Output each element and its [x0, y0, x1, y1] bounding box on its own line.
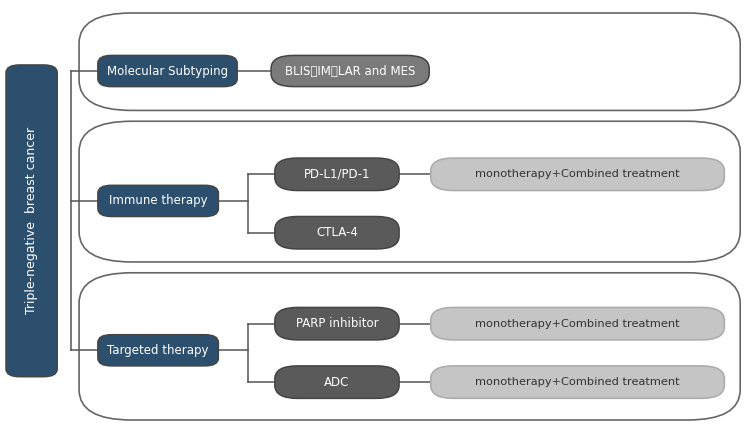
FancyBboxPatch shape [275, 158, 399, 191]
Text: Triple-negative  breast cancer: Triple-negative breast cancer [25, 127, 38, 314]
Text: monotherapy+Combined treatment: monotherapy+Combined treatment [475, 319, 680, 329]
FancyBboxPatch shape [271, 55, 429, 87]
FancyBboxPatch shape [431, 158, 724, 191]
FancyBboxPatch shape [98, 55, 237, 87]
FancyBboxPatch shape [275, 216, 399, 249]
FancyBboxPatch shape [79, 121, 740, 262]
Text: ADC: ADC [325, 375, 349, 389]
Text: Targeted therapy: Targeted therapy [108, 344, 209, 357]
Text: PARP inhibitor: PARP inhibitor [296, 317, 378, 330]
FancyBboxPatch shape [431, 307, 724, 340]
FancyBboxPatch shape [275, 307, 399, 340]
Text: monotherapy+Combined treatment: monotherapy+Combined treatment [475, 169, 680, 179]
FancyBboxPatch shape [6, 65, 57, 377]
Text: BLIS、IM、LAR and MES: BLIS、IM、LAR and MES [285, 65, 416, 78]
FancyBboxPatch shape [98, 335, 218, 366]
Text: PD-L1/PD-1: PD-L1/PD-1 [303, 168, 370, 181]
FancyBboxPatch shape [79, 273, 740, 420]
FancyBboxPatch shape [79, 13, 740, 110]
FancyBboxPatch shape [431, 366, 724, 398]
Text: monotherapy+Combined treatment: monotherapy+Combined treatment [475, 377, 680, 387]
Text: Molecular Subtyping: Molecular Subtyping [107, 65, 228, 78]
Text: Immune therapy: Immune therapy [109, 194, 207, 207]
Text: CTLA-4: CTLA-4 [316, 226, 358, 239]
FancyBboxPatch shape [98, 185, 218, 216]
FancyBboxPatch shape [275, 366, 399, 398]
